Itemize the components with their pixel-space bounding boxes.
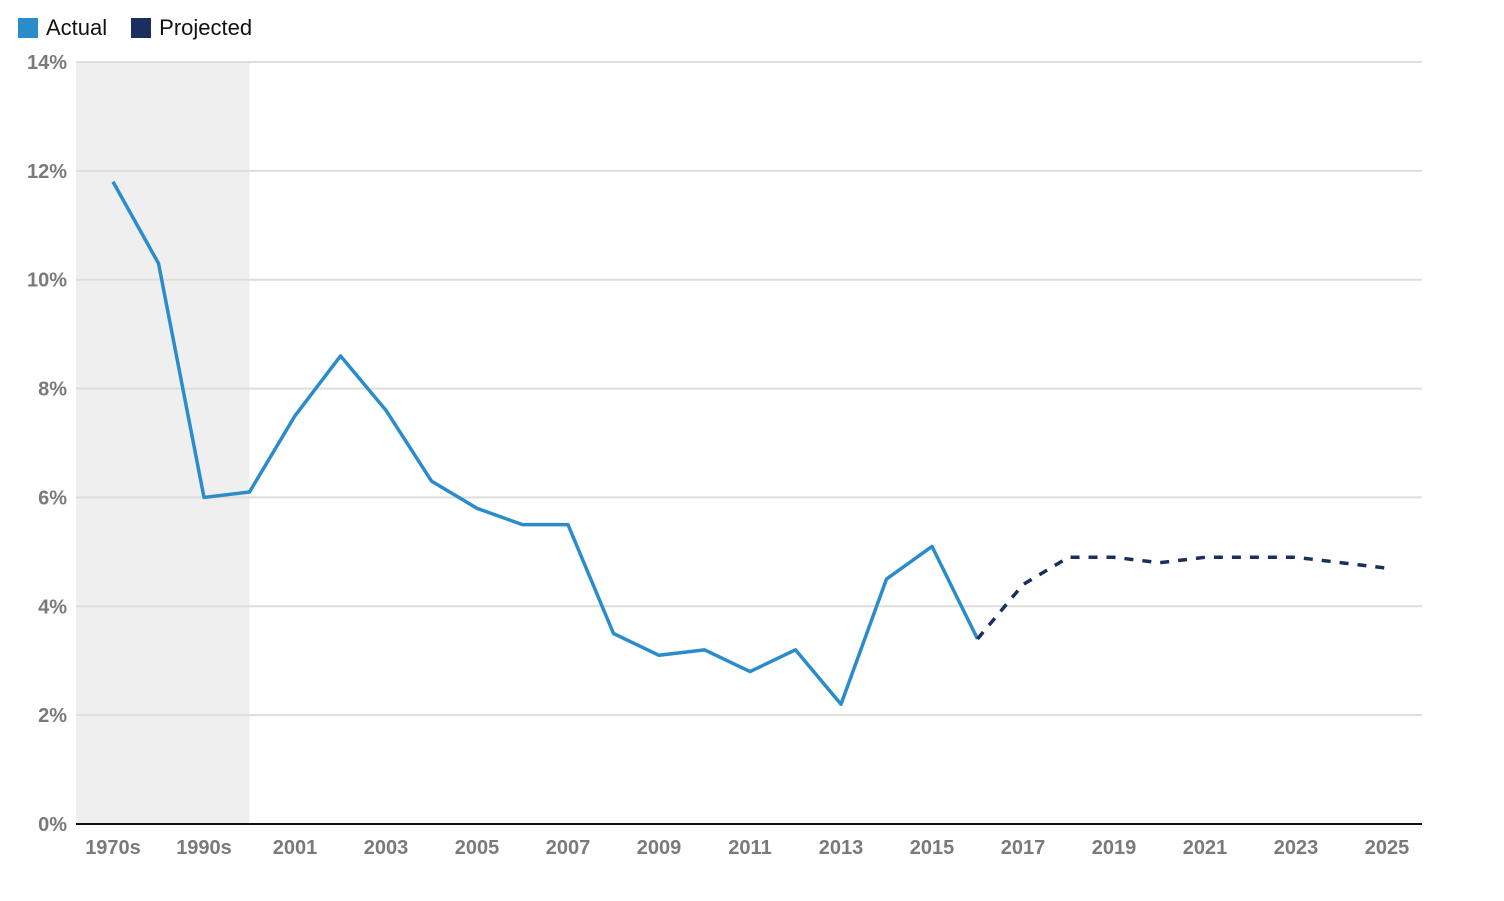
- x-tick-label: 2003: [364, 837, 409, 859]
- legend-item-projected[interactable]: Projected: [131, 15, 252, 41]
- x-tick-label: 2013: [819, 837, 864, 859]
- x-tick-label: 2021: [1183, 837, 1228, 859]
- y-tick-label: 10%: [27, 270, 67, 292]
- legend-swatch-projected: [131, 18, 152, 38]
- legend-label-projected: Projected: [159, 15, 253, 40]
- y-tick-label: 14%: [27, 52, 67, 74]
- x-tick-label: 2017: [1001, 837, 1046, 859]
- y-tick-label: 6%: [38, 487, 67, 509]
- x-tick-label: 2009: [637, 837, 682, 859]
- x-tick-label: 1990s: [176, 837, 232, 859]
- x-tick-label: 2011: [728, 837, 771, 859]
- legend-item-actual[interactable]: Actual: [18, 15, 107, 41]
- x-tick-label: 2019: [1092, 837, 1137, 859]
- legend-label-actual: Actual: [46, 15, 108, 40]
- y-tick-label: 12%: [27, 161, 67, 183]
- y-tick-label: 0%: [38, 814, 67, 836]
- x-tick-label: 2005: [455, 837, 500, 859]
- x-tick-label: 2001: [273, 837, 318, 859]
- y-tick-label: 4%: [38, 596, 67, 618]
- x-tick-label: 1970s: [85, 837, 141, 859]
- shaded-region: [76, 62, 250, 824]
- series-line-actual: [111, 180, 980, 707]
- chart-legend: Actual Projected: [18, 14, 252, 42]
- series-line-projected: [976, 555, 1388, 641]
- y-tick-label: 2%: [38, 705, 67, 727]
- legend-swatch-actual: [18, 18, 38, 38]
- x-tick-label: 2015: [910, 837, 955, 859]
- x-tick-label: 2023: [1274, 837, 1319, 859]
- x-tick-label: 2007: [546, 837, 591, 859]
- x-tick-label: 2025: [1365, 837, 1410, 859]
- y-tick-label: 8%: [38, 379, 67, 401]
